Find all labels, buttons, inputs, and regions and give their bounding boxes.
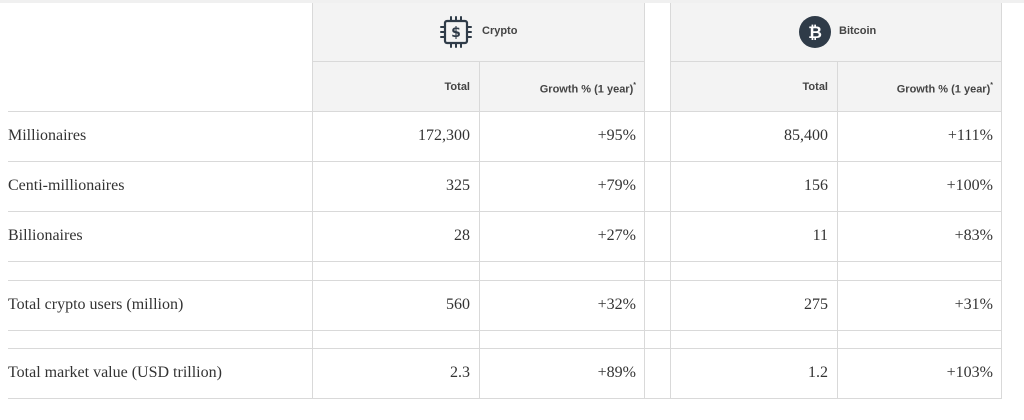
table-rule: [8, 211, 1001, 212]
cell-bitcoin-total: 156: [804, 177, 828, 194]
cell-crypto-total: 560: [446, 296, 470, 313]
bitcoin-growth-header-text: Growth % (1 year): [896, 83, 991, 96]
row-label-total-crypto-users: Total crypto users (million): [8, 296, 184, 313]
cell-bitcoin-growth: +83%: [954, 227, 993, 244]
cell-bitcoin-growth: +100%: [946, 177, 993, 194]
table-rule: [8, 348, 1001, 349]
column-divider: [312, 3, 313, 399]
column-divider: [670, 3, 671, 399]
table-rule: [8, 111, 1001, 112]
cell-crypto-growth: +27%: [597, 227, 636, 244]
row-label-total-market-value: Total market value (USD trillion): [8, 364, 222, 381]
table-rule: [8, 161, 1001, 162]
cell-crypto-growth: +79%: [597, 177, 636, 194]
column-divider: [644, 3, 645, 399]
cell-bitcoin-total: 11: [812, 227, 828, 244]
table-rule: [8, 261, 1001, 262]
crypto-growth-header-text: Growth % (1 year): [539, 83, 634, 96]
bitcoin-header-label: Bitcoin: [839, 25, 877, 37]
bitcoin-icon: ₿: [798, 15, 832, 49]
row-label-millionaires: Millionaires: [8, 127, 87, 144]
cell-crypto-total: 325: [446, 177, 470, 194]
dollar-chip-icon: $: [440, 16, 472, 48]
bitcoin-growth-header: Growth % (1 year)*: [897, 80, 993, 97]
cell-bitcoin-total: 275: [804, 296, 828, 313]
crypto-header-label: Crypto: [482, 25, 518, 37]
table-rule: [8, 398, 1001, 399]
cell-crypto-growth: +95%: [597, 127, 636, 144]
row-label-centi-millionaires: Centi-millionaires: [8, 177, 125, 194]
crypto-header-bg: [313, 3, 644, 111]
bitcoin-total-header: Total: [802, 81, 828, 93]
cell-crypto-total: 28: [454, 227, 470, 244]
cell-crypto-growth: +32%: [597, 296, 636, 313]
row-label-billionaires: Billionaires: [8, 227, 83, 244]
svg-text:₿: ₿: [808, 23, 822, 43]
cell-crypto-total: 2.3: [450, 364, 470, 381]
svg-text:$: $: [451, 25, 461, 41]
cell-crypto-growth: +89%: [597, 364, 636, 381]
cell-bitcoin-total: 1.2: [808, 364, 828, 381]
cell-bitcoin-growth: +111%: [947, 127, 993, 144]
crypto-growth-header: Growth % (1 year)*: [540, 80, 636, 97]
cell-bitcoin-growth: +103%: [946, 364, 993, 381]
column-divider: [1001, 3, 1002, 399]
crypto-total-header: Total: [444, 81, 470, 93]
cell-bitcoin-total: 85,400: [784, 127, 828, 144]
footnote-marker: *: [990, 82, 993, 89]
column-divider: [837, 62, 838, 399]
top-strip: [0, 0, 1024, 3]
column-divider: [479, 62, 480, 399]
cell-bitcoin-growth: +31%: [954, 296, 993, 313]
cell-crypto-total: 172,300: [418, 127, 470, 144]
header-divider: [313, 61, 644, 62]
table-rule: [8, 330, 1001, 331]
table-rule: [8, 280, 1001, 281]
header-divider: [671, 61, 1001, 62]
footnote-marker: *: [633, 82, 636, 89]
bitcoin-header-bg: [671, 3, 1001, 111]
